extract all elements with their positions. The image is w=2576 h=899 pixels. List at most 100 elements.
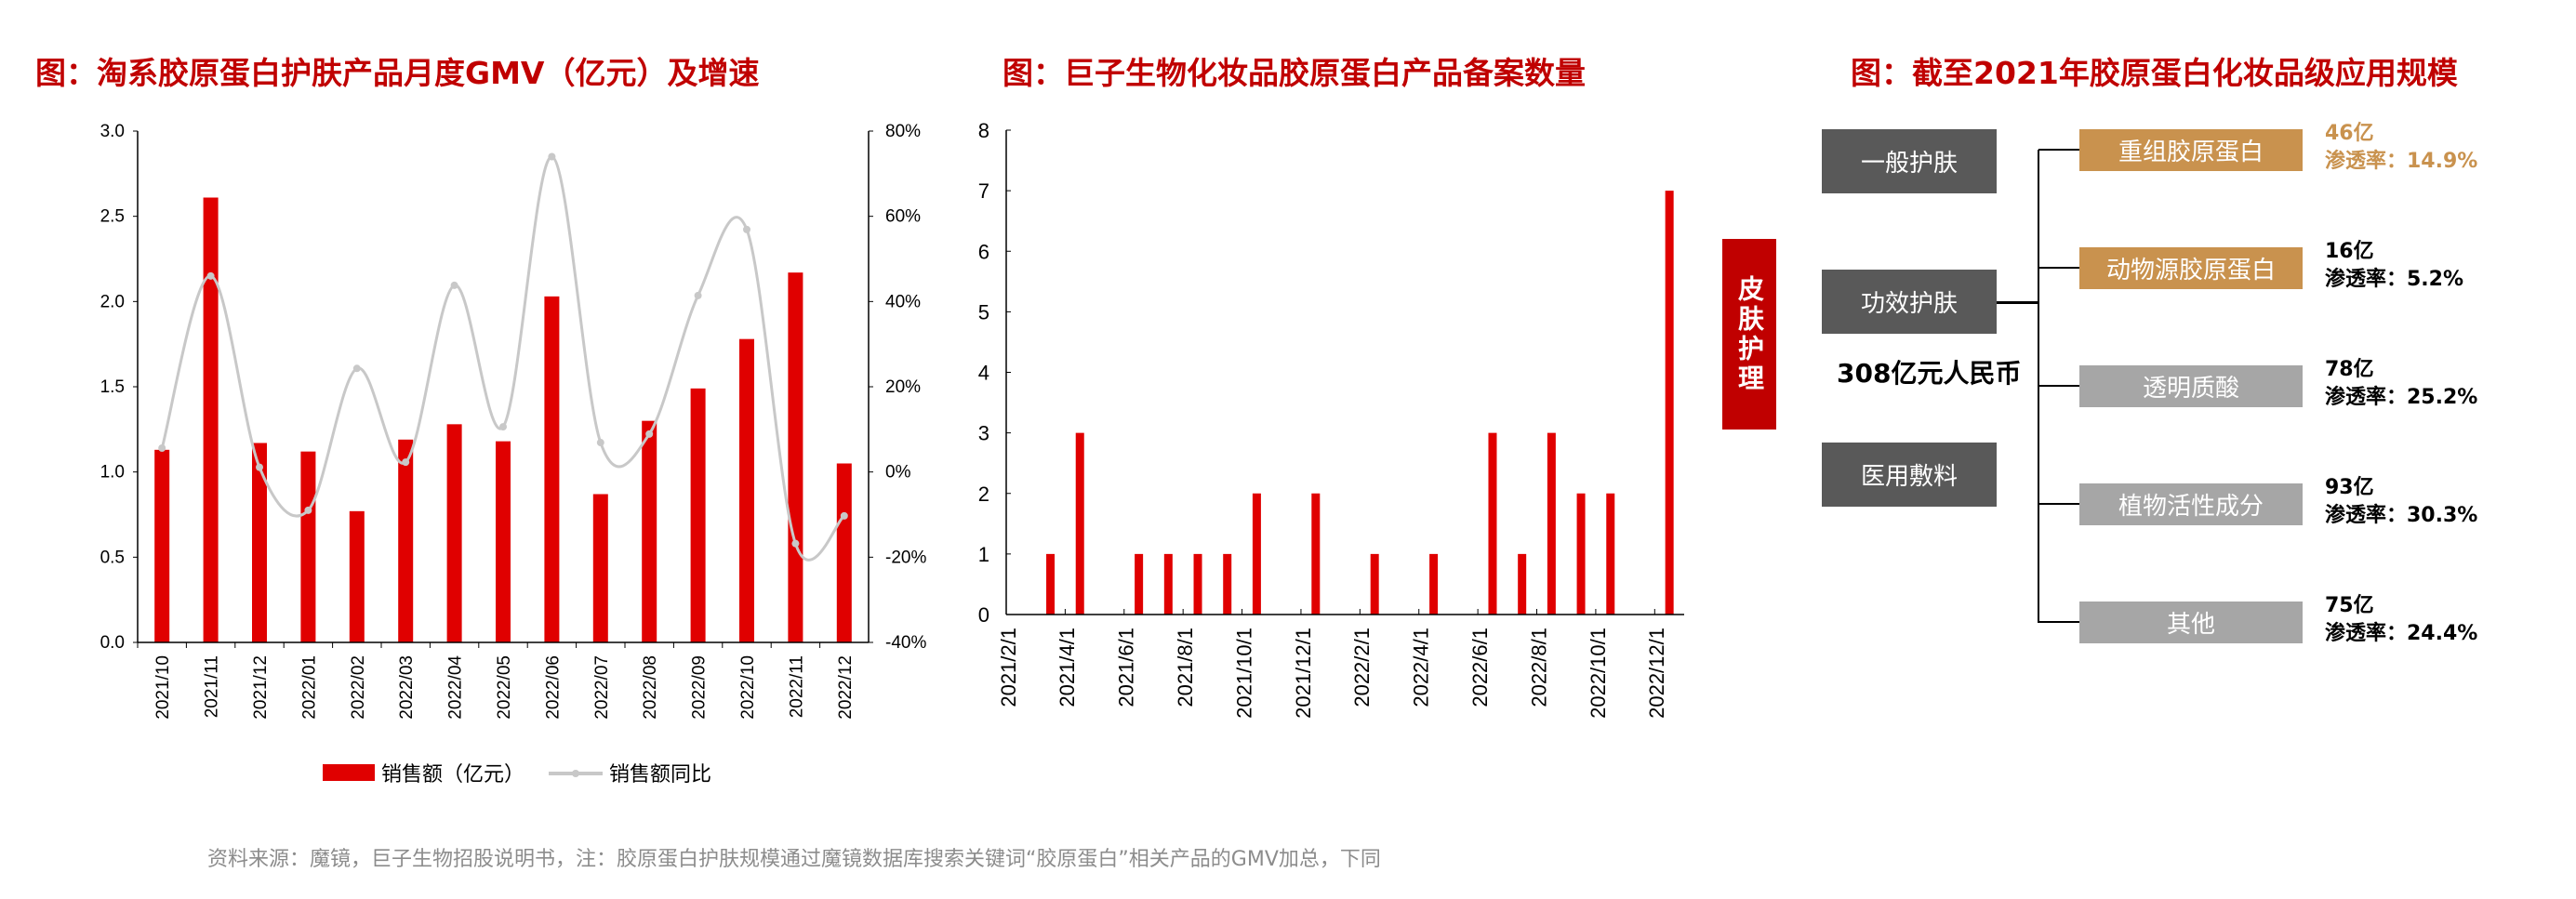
y-tick-label-right: 80% (885, 122, 921, 141)
gmv-chart: 0.0 0.5 1.0 1.5 2.0 2.5 3.0 -40% -20% 0% 20% 40% 60%… (100, 122, 927, 720)
y-tick-label: 6 (978, 240, 989, 263)
y-tick-label-right: 0% (885, 463, 911, 483)
branch-value: 75亿 渗透率：24.4% (2325, 592, 2477, 648)
yoy-point (352, 364, 361, 373)
branch-value: 78亿 渗透率：25.2% (2325, 356, 2477, 412)
y-tick-label-right: 40% (885, 292, 921, 311)
chart2-title: 图：巨子生物化妆品胶原蛋白产品备案数量 (1003, 55, 1586, 91)
x-tick-label: 2022/8/1 (1527, 628, 1550, 707)
x-tick-label: 2022/12/1 (1645, 628, 1668, 719)
branch-penetration-rate: 渗透率：30.3% (2325, 504, 2478, 527)
branch-amount: 78亿 (2325, 358, 2374, 381)
branch-connector (2038, 385, 2079, 387)
branch-penetration-rate: 渗透率：14.9% (2325, 150, 2478, 173)
filing-bar (1429, 553, 1439, 615)
branch-connector (2038, 149, 2079, 151)
yoy-point (743, 225, 750, 233)
yoy-point (402, 458, 410, 467)
branch-amount: 75亿 (2325, 594, 2374, 617)
sales-bar (398, 439, 414, 642)
y-tick-label: 4 (978, 362, 989, 385)
y-tick-label: 5 (978, 300, 989, 324)
filing-bar (1518, 553, 1527, 615)
y-tick-label-right: 60% (885, 207, 921, 227)
sales-bar (788, 272, 803, 642)
filing-bar (1576, 493, 1586, 615)
branch-box: 动物源胶原蛋白 (2079, 247, 2303, 289)
y-tick-label: 7 (978, 179, 989, 203)
sales-bar (349, 510, 365, 642)
y-tick-label-left: 1.0 (100, 463, 125, 483)
branch-box: 其他 (2079, 602, 2303, 643)
x-tick-label: 2022/2/1 (1350, 628, 1374, 707)
branch-amount: 93亿 (2325, 476, 2374, 499)
branch-amount: 46亿 (2325, 122, 2374, 145)
y-tick-label: 0 (978, 603, 989, 627)
branch-box: 重组胶原蛋白 (2079, 129, 2303, 171)
branch-penetration-rate: 渗透率：25.2% (2325, 386, 2478, 409)
y-tick-label-left: 1.5 (100, 377, 125, 397)
yoy-line (160, 154, 845, 562)
filing-bar (1135, 553, 1144, 615)
branch-box: 透明质酸 (2079, 365, 2303, 407)
y-tick-label: 8 (978, 119, 989, 142)
x-tick-label: 2022/08 (641, 655, 660, 720)
yoy-point (548, 152, 556, 161)
sales-bar (739, 338, 754, 642)
sales-bar (446, 424, 462, 642)
y-tick-label-left: 0.0 (100, 633, 125, 653)
yoy-point (450, 281, 458, 289)
yoy-point (645, 430, 654, 438)
filing-bar (1311, 493, 1321, 615)
category-functional-skincare: 功效护肤 (1822, 270, 1997, 334)
x-tick-label: 2021/11 (203, 655, 222, 718)
branch-value: 93亿 渗透率：30.3% (2325, 474, 2477, 530)
y-tick-label-left: 3.0 (100, 122, 125, 141)
filing-bar (1223, 553, 1232, 615)
y-tick-label-right: 20% (885, 377, 921, 397)
yoy-point (158, 444, 166, 452)
x-tick-label: 2021/10 (153, 655, 173, 720)
x-tick-label: 2022/04 (446, 655, 466, 720)
x-tick-label: 2022/02 (349, 655, 368, 720)
y-tick-label-left: 2.0 (100, 292, 125, 311)
filing-bar (1075, 432, 1084, 615)
yoy-point (596, 439, 604, 447)
legend-label-yoy: 销售额同比 (609, 762, 711, 786)
yoy-point (791, 539, 800, 548)
y-tick-label: 2 (978, 483, 989, 506)
x-tick-label: 2021/8/1 (1174, 628, 1197, 707)
branch-value: 46亿 渗透率：14.9% (2325, 120, 2477, 176)
x-tick-label: 2021/12 (251, 655, 271, 720)
filing-bar (1370, 553, 1379, 615)
x-tick-label: 2022/07 (592, 655, 612, 720)
y-tick-label-right: -40% (885, 633, 926, 653)
filing-bar (1252, 493, 1261, 615)
branch-penetration-rate: 渗透率：5.2% (2325, 268, 2464, 291)
branch-connector (2038, 267, 2079, 269)
y-tick-label: 3 (978, 422, 989, 445)
category-general-skincare: 一般护肤 (1822, 129, 1997, 193)
x-tick-label: 2021/4/1 (1056, 628, 1079, 707)
x-tick-label: 2022/06 (543, 655, 563, 720)
yoy-point (499, 423, 507, 431)
branch-penetration-rate: 渗透率：24.4% (2325, 622, 2478, 645)
legend-swatch-sales (323, 764, 375, 781)
sales-bar (592, 494, 608, 642)
chart1-title: 图：淘系胶原蛋白护肤产品月度GMV（亿元）及增速 (35, 55, 760, 91)
sales-bar (690, 388, 706, 642)
x-tick-label: 2022/10/1 (1587, 628, 1610, 719)
y-tick-label-left: 2.5 (100, 207, 125, 227)
filing-bar (1665, 191, 1674, 615)
branch-connector (2038, 621, 2079, 623)
x-tick-label: 2021/10/1 (1232, 628, 1255, 719)
category-medical-dressing: 医用敷料 (1822, 443, 1997, 507)
filing-bar (1193, 553, 1202, 615)
filing-bar (1606, 493, 1615, 615)
yoy-point (206, 271, 215, 280)
x-tick-label: 2022/12 (836, 655, 856, 720)
yoy-point (304, 506, 312, 514)
sales-bar (496, 441, 511, 642)
y-tick-label-left: 0.5 (100, 548, 125, 567)
